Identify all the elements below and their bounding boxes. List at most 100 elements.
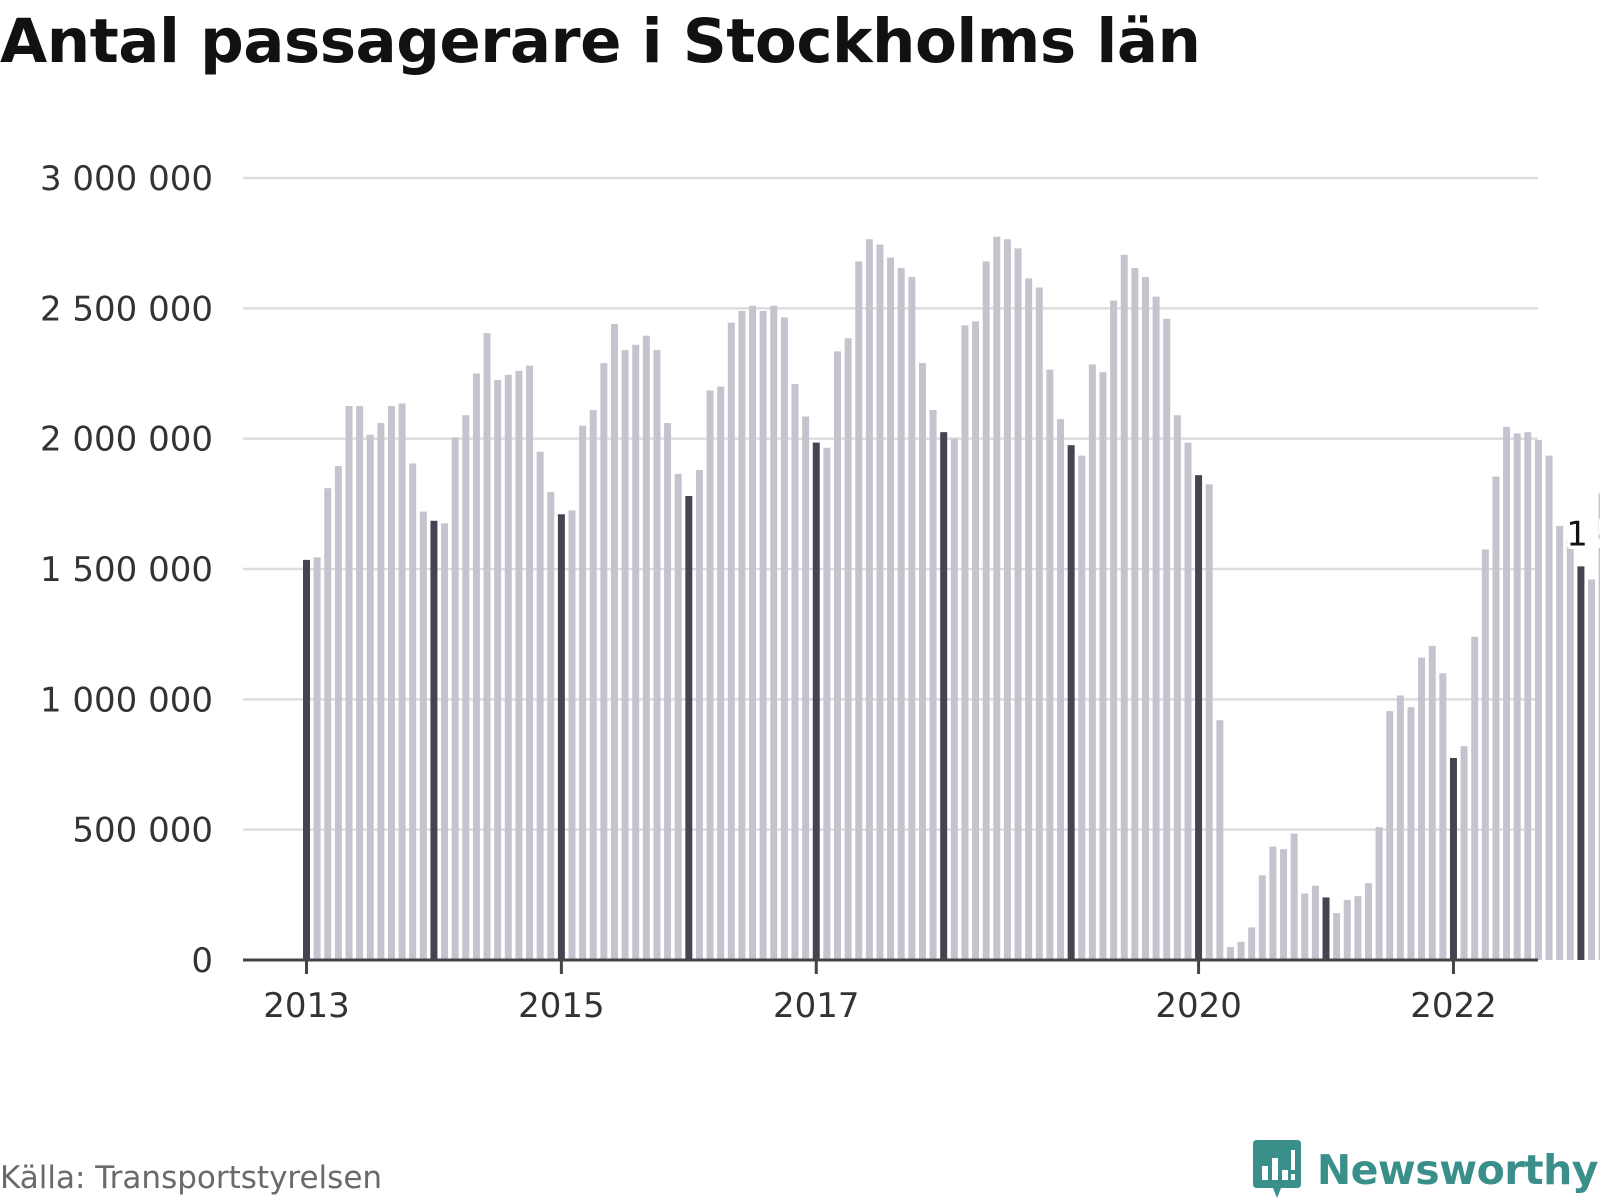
- bar: [547, 492, 555, 960]
- y-tick-label: 1 000 000: [40, 680, 213, 720]
- bar: [1067, 445, 1075, 960]
- bar: [1269, 846, 1277, 960]
- bar: [568, 510, 576, 960]
- bar: [1088, 364, 1096, 960]
- bar: [419, 511, 427, 960]
- x-tick-label: 2020: [1155, 986, 1242, 1026]
- bar: [313, 557, 321, 960]
- bar: [812, 442, 820, 960]
- bar: [1556, 525, 1564, 960]
- bar: [1120, 254, 1128, 960]
- bar: [823, 447, 831, 960]
- bar: [1503, 426, 1511, 961]
- bar: [345, 406, 353, 960]
- bar: [908, 277, 916, 960]
- y-tick-label: 3 000 000: [40, 159, 213, 199]
- bar: [1524, 432, 1532, 960]
- bar: [1365, 883, 1372, 960]
- bar: [1290, 833, 1298, 960]
- bar: [1333, 913, 1341, 960]
- bar: [706, 390, 714, 960]
- bar: [918, 363, 926, 960]
- bar: [993, 236, 1001, 960]
- bar: [451, 437, 459, 960]
- bar: [1588, 579, 1596, 960]
- bar: [430, 520, 438, 960]
- x-tick-label: 2013: [263, 986, 350, 1026]
- bar: [1513, 433, 1521, 960]
- y-tick-label: 0: [191, 941, 213, 981]
- bar: [1492, 476, 1500, 960]
- bar: [1258, 875, 1266, 960]
- bar: [1131, 267, 1139, 960]
- bar: [1386, 711, 1394, 960]
- bar: [1035, 287, 1043, 961]
- bar: [1057, 419, 1065, 960]
- bar: [1301, 893, 1309, 960]
- bar: [1216, 720, 1224, 960]
- bar: [664, 423, 672, 960]
- bar: [356, 406, 364, 960]
- bar: [1311, 885, 1319, 960]
- bar: [600, 363, 608, 960]
- bar: [387, 406, 395, 960]
- bar: [334, 466, 342, 960]
- bar: [610, 323, 618, 960]
- bar: [536, 451, 544, 960]
- bar: [409, 463, 417, 960]
- x-axis: 201320152017202020222024: [243, 958, 1538, 1026]
- bar: [780, 317, 788, 960]
- bar: [1078, 455, 1086, 960]
- bar: [642, 335, 650, 960]
- bar: [982, 261, 990, 960]
- bar: [366, 434, 374, 960]
- bar: [1099, 372, 1107, 960]
- bar: [526, 365, 534, 960]
- bar: [1343, 900, 1351, 960]
- bar: [1110, 300, 1118, 961]
- bar: [557, 514, 565, 960]
- bar: [1152, 296, 1160, 960]
- bar: [1407, 707, 1415, 960]
- highlight-value-label: 1 506 598: [1566, 514, 1600, 554]
- bar: [398, 403, 406, 960]
- bar: [727, 322, 735, 960]
- x-tick-label: 2015: [518, 986, 605, 1026]
- bar: [1439, 673, 1447, 960]
- y-axis-tick-labels: 0 500 000 1 000 000 1 500 000 2 000 000 2 500…: [40, 159, 213, 981]
- bar: [1375, 827, 1383, 960]
- bar: [483, 333, 491, 960]
- y-tick-label: 2 000 000: [40, 420, 213, 460]
- source-note: Källa: Transportstyrelsen: [0, 1160, 383, 1196]
- bar: [770, 305, 778, 960]
- bar: [303, 559, 310, 960]
- bar: [1025, 278, 1033, 960]
- y-tick-label: 2 500 000: [40, 289, 213, 329]
- bar: [1322, 897, 1330, 960]
- bar: [717, 386, 725, 960]
- brand-logo[interactable]: Newsworthy: [1251, 1140, 1599, 1200]
- bar: [1014, 248, 1022, 960]
- bar: [972, 321, 980, 960]
- bar: [1534, 439, 1542, 961]
- bar: [1248, 927, 1256, 960]
- bar: [377, 423, 385, 960]
- bar: [1577, 566, 1585, 960]
- bar: [1566, 540, 1574, 960]
- bar: [1280, 849, 1288, 960]
- bar: [579, 425, 587, 961]
- bar: [462, 415, 470, 960]
- bar: [1184, 442, 1192, 960]
- bar: [876, 244, 884, 961]
- bar: [621, 350, 629, 960]
- bar: [950, 438, 958, 961]
- bar: [685, 496, 693, 960]
- x-tick-label: 2017: [773, 986, 860, 1026]
- bar: [441, 523, 449, 960]
- y-tick-label: 1 500 000: [40, 550, 213, 590]
- annotation: 1 506 598: [1563, 511, 1600, 558]
- bar: [1545, 455, 1553, 960]
- bar: [1449, 757, 1457, 960]
- bar: [1471, 636, 1479, 960]
- bar: [472, 373, 480, 960]
